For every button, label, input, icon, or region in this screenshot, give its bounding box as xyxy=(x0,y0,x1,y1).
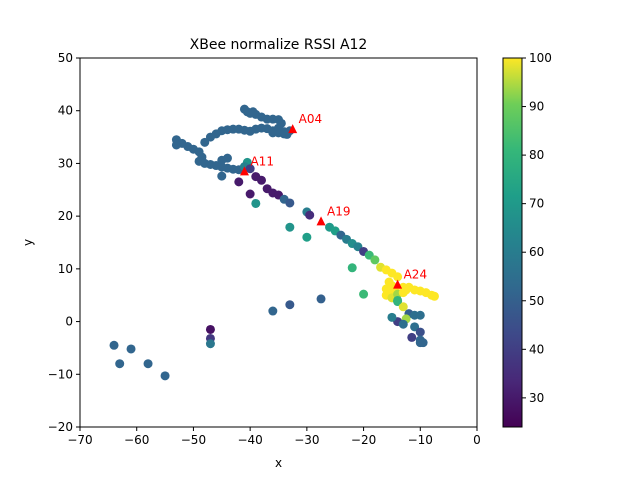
y-tick-label: 40 xyxy=(58,104,73,118)
x-tick-label: −20 xyxy=(351,433,376,447)
anchor-marker-a24 xyxy=(393,279,403,289)
data-point xyxy=(410,322,420,332)
data-point xyxy=(370,255,380,265)
colorbar-tick-label: 50 xyxy=(529,294,544,308)
y-axis: −20 −10 0 10 20 30 40 50 xyxy=(48,51,80,434)
anchors-layer: A04 A11 A19 A24 xyxy=(239,112,427,289)
data-point xyxy=(387,312,397,322)
data-point xyxy=(268,306,278,316)
anchor-marker-a19 xyxy=(316,216,326,226)
anchor-marker-a11 xyxy=(239,166,249,176)
data-point xyxy=(234,177,244,187)
data-point xyxy=(398,319,408,329)
colorbar-tick-label: 80 xyxy=(529,148,544,162)
data-point xyxy=(415,310,425,320)
colorbar-tick-label: 100 xyxy=(529,51,552,65)
data-point xyxy=(160,371,170,381)
data-point xyxy=(205,324,215,334)
chart-title: XBee normalize RSSI A12 xyxy=(190,37,368,53)
anchor-label-a11: A11 xyxy=(250,154,273,168)
data-point xyxy=(109,340,119,350)
x-tick-label: −40 xyxy=(237,433,262,447)
data-point xyxy=(393,272,403,282)
x-tick-label: −10 xyxy=(408,433,433,447)
data-point xyxy=(217,155,227,165)
anchor-marker-a04 xyxy=(288,124,298,134)
data-point xyxy=(245,164,255,174)
data-point xyxy=(217,171,227,181)
y-tick-label: −10 xyxy=(48,367,73,381)
y-tick-label: 20 xyxy=(58,209,73,223)
y-tick-label: 30 xyxy=(58,156,73,170)
data-point xyxy=(285,222,295,232)
anchor-label-a04: A04 xyxy=(299,112,322,126)
data-point xyxy=(387,282,397,292)
data-point xyxy=(302,232,312,242)
x-tick-label: 0 xyxy=(473,433,481,447)
data-point xyxy=(305,210,315,220)
data-point xyxy=(248,107,258,117)
data-point xyxy=(316,294,326,304)
colorbar-tick-label: 70 xyxy=(529,197,544,211)
data-point xyxy=(401,285,411,295)
data-point xyxy=(415,327,425,337)
colorbar-tick-label: 30 xyxy=(529,391,544,405)
data-point xyxy=(245,189,255,199)
y-tick-label: 10 xyxy=(58,262,73,276)
data-point xyxy=(393,295,403,305)
data-point xyxy=(285,300,295,310)
data-point xyxy=(407,332,417,342)
anchor-label-a24: A24 xyxy=(404,268,427,282)
y-tick-label: 0 xyxy=(65,315,73,329)
colorbar-ticks: 30 40 50 60 70 80 90 100 xyxy=(522,51,552,405)
y-axis-label: y xyxy=(21,239,35,246)
y-tick-label: −20 xyxy=(48,420,73,434)
data-point xyxy=(171,140,181,150)
x-tick-label: −70 xyxy=(67,433,92,447)
data-point xyxy=(359,289,369,299)
plot-frame xyxy=(79,57,478,428)
colorbar-tick-label: 60 xyxy=(529,245,544,259)
points-layer xyxy=(109,104,439,381)
data-point xyxy=(285,198,295,208)
x-tick-label: −50 xyxy=(181,433,206,447)
anchor-label-a19: A19 xyxy=(327,204,350,218)
data-point xyxy=(268,128,278,138)
data-point xyxy=(115,359,125,369)
data-point xyxy=(429,291,439,301)
x-tick-label: −60 xyxy=(124,433,149,447)
colorbar-tick-label: 40 xyxy=(529,342,544,356)
data-point xyxy=(418,338,428,348)
colorbar xyxy=(502,57,523,428)
data-point xyxy=(200,137,210,147)
data-point xyxy=(398,302,408,312)
x-axis-label: x xyxy=(275,456,282,470)
data-point xyxy=(205,339,215,349)
data-point xyxy=(347,263,357,273)
x-tick-label: −30 xyxy=(294,433,319,447)
y-tick-label: 50 xyxy=(58,51,73,65)
data-point xyxy=(126,344,136,354)
data-point xyxy=(251,198,261,208)
colorbar-tick-label: 90 xyxy=(529,100,544,114)
data-point xyxy=(256,175,266,185)
data-point xyxy=(143,359,153,369)
x-axis: −70 −60 −50 −40 −30 −20 −10 0 xyxy=(67,427,481,447)
